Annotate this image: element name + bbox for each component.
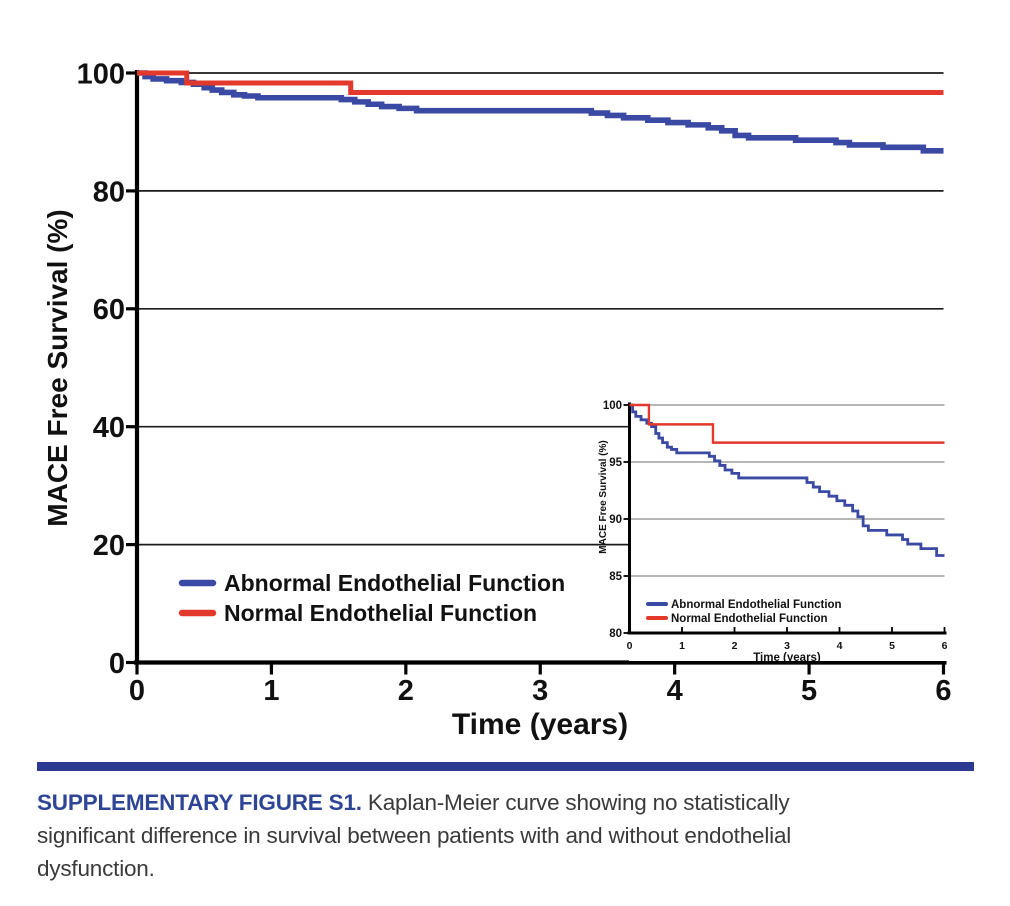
main-x-tick-label: 0 [129,675,145,707]
inset-x-tick-label: 1 [679,640,685,652]
main-y-tick-label: 80 [93,176,125,208]
main-curve-normal [137,70,944,95]
figure-caption: SUPPLEMENTARY FIGURE S1. Kaplan-Meier cu… [37,786,982,885]
inset-curve-normal [629,403,945,444]
main-x-tick-label: 1 [263,675,279,707]
inset-x-tick-label: 4 [837,640,843,652]
inset-y-tick-label: 95 [609,457,622,469]
main-x-tick-label: 5 [801,675,817,707]
main-y-tick-label: 40 [93,412,125,444]
main-legend-label: Normal Endothelial Function [224,600,537,626]
inset-y-tick-label: 90 [609,514,622,526]
inset-curve-abnormal [629,403,945,557]
caption-line: SUPPLEMENTARY FIGURE S1. Kaplan-Meier cu… [37,786,982,819]
inset-x-tick-label: 6 [942,640,948,652]
main-y-axis-title: MACE Free Survival (%) [42,209,73,526]
inset-x-axis-title: Time (years) [753,652,821,664]
inset-y-tick-label: 80 [609,628,622,640]
caption-text-2: significant difference in survival betwe… [37,823,792,848]
caption-label: SUPPLEMENTARY FIGURE S1. [37,790,362,815]
main-y-tick-label: 60 [93,294,125,326]
inset-x-tick-label: 3 [784,640,790,652]
inset-legend-label: Normal Endothelial Function [671,613,828,625]
caption-divider [37,762,974,771]
main-x-tick-label: 6 [935,675,951,707]
main-y-tick-label: 0 [109,648,125,680]
inset-legend-label: Abnormal Endothelial Function [671,599,842,611]
inset-x-tick-label: 0 [627,640,633,652]
caption-text-1: Kaplan-Meier curve showing no statistica… [361,790,790,815]
inset-y-tick-label: 85 [609,571,622,583]
caption-text-3: dysfunction. [37,856,155,881]
main-y-tick-label: 100 [77,58,125,90]
main-x-tick-label: 2 [398,675,414,707]
inset-x-tick-label: 5 [889,640,895,652]
main-x-tick-label: 3 [532,675,548,707]
inset-y-tick-label: 100 [603,400,622,412]
inset-y-axis-title: MACE Free Survival (%) [598,440,609,553]
main-x-tick-label: 4 [667,675,683,707]
main-y-tick-label: 20 [93,530,125,562]
main-legend-label: Abnormal Endothelial Function [224,570,565,596]
inset-x-tick-label: 2 [732,640,738,652]
main-x-axis-title: Time (years) [452,708,628,741]
